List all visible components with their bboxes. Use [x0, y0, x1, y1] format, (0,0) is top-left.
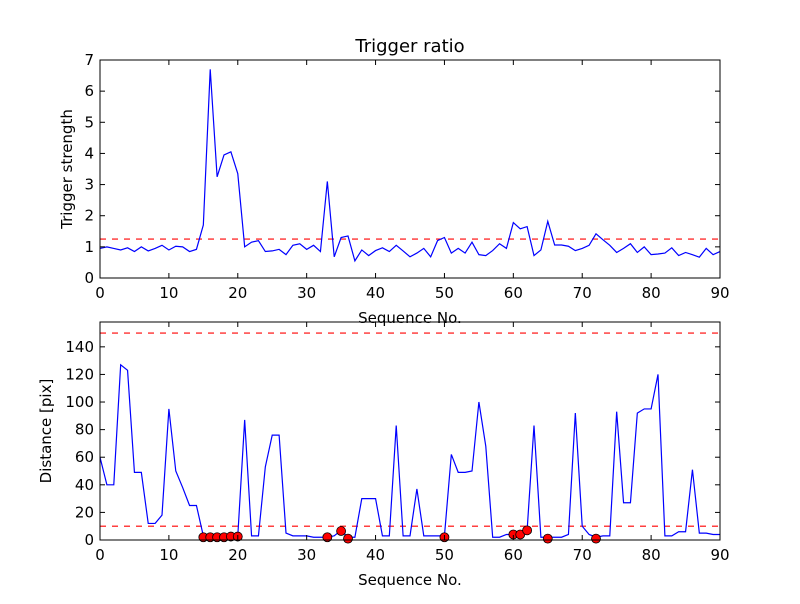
x-tick-label: 10: [159, 546, 178, 564]
x-tick-label: 60: [504, 284, 523, 302]
data-point: [542, 533, 553, 544]
y-tick-label: 100: [65, 393, 94, 411]
chart-title: Trigger ratio: [354, 36, 464, 57]
y-axis-label: Distance [pix]: [37, 379, 55, 484]
data-point: [522, 525, 533, 536]
y-tick-label: 3: [84, 176, 94, 194]
y-tick-label: 4: [84, 144, 94, 162]
x-axis-label: Sequence No.: [358, 309, 462, 327]
plot-frame: [99, 321, 721, 541]
x-tick-label: 40: [366, 546, 385, 564]
y-tick-label: 0: [84, 531, 94, 549]
plot-frame: [99, 59, 721, 279]
y-tick-label: 5: [84, 113, 94, 131]
x-tick-label: 10: [159, 284, 178, 302]
data-point: [591, 533, 601, 544]
x-tick-label: 50: [435, 546, 454, 564]
y-tick-label: 6: [84, 82, 94, 100]
x-tick-label: 30: [297, 284, 316, 302]
data-point: [336, 526, 347, 536]
series-line: [99, 69, 721, 263]
y-tick-label: 120: [65, 365, 94, 383]
x-tick-label: 20: [228, 284, 247, 302]
x-axis-label: Sequence No.: [358, 571, 462, 589]
y-tick-label: 1: [84, 238, 94, 256]
x-tick-label: 0: [95, 284, 105, 302]
y-tick-label: 20: [75, 503, 94, 521]
y-tick-label: 80: [75, 421, 94, 439]
x-tick-label: 70: [573, 546, 592, 564]
y-tick-label: 2: [84, 207, 94, 225]
x-tick-label: 0: [95, 546, 105, 564]
y-tick-label: 7: [84, 51, 94, 69]
y-tick-label: 0: [84, 269, 94, 287]
y-tick-label: 60: [75, 448, 94, 466]
x-tick-label: 50: [435, 284, 454, 302]
y-tick-label: 140: [65, 338, 94, 356]
y-tick-label: 40: [75, 476, 94, 494]
x-tick-label: 80: [642, 546, 661, 564]
distance-panel: 0 10 20 30 40 50 60 70 80 90 0 20 40 60 80 100 120 140 Seq…: [37, 321, 730, 589]
x-tick-label: 30: [297, 546, 316, 564]
x-tick-label: 80: [642, 284, 661, 302]
y-axis-label: Trigger strength: [58, 109, 76, 230]
x-tick-label: 20: [228, 546, 247, 564]
data-point: [322, 532, 333, 543]
x-tick-label: 60: [504, 546, 523, 564]
x-tick-label: 70: [573, 284, 592, 302]
x-tick-label: 40: [366, 284, 385, 302]
x-tick-label: 90: [710, 546, 729, 564]
data-point: [343, 533, 353, 544]
x-tick-label: 90: [710, 284, 729, 302]
